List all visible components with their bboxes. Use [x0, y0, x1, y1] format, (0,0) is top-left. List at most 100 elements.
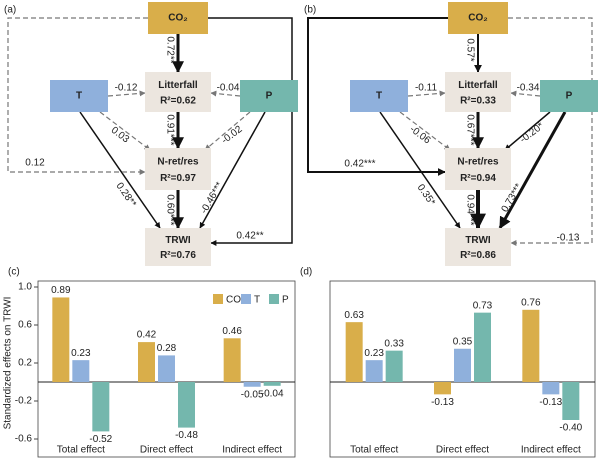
panel-tag: (b)	[304, 5, 316, 16]
bar	[223, 338, 241, 382]
path-coefficient: -0.02	[220, 124, 245, 147]
path-arrow	[307, 17, 448, 176]
value-label: -0.13	[539, 397, 562, 408]
path-diagram: (b) CO₂ Litterfall R²=0.33 T P N-ret/res R²=0.9…	[304, 2, 598, 266]
node-box	[148, 2, 208, 34]
node-label: T	[376, 91, 382, 102]
value-label: 0.46	[222, 326, 242, 337]
value-label: 0.23	[364, 348, 384, 359]
bar	[474, 312, 491, 382]
plot-frame	[329, 280, 596, 458]
value-label: 0.28	[157, 343, 177, 354]
path-arrow	[498, 111, 567, 230]
path-coefficient: -0.12	[115, 83, 138, 94]
x-tick-label: Indirect effect	[521, 445, 581, 456]
path-coefficient: 0.91***	[164, 114, 175, 145]
value-label: 0.89	[51, 285, 71, 296]
node-box	[145, 228, 211, 266]
node-label: P	[266, 91, 273, 102]
node-label: CO₂	[468, 13, 487, 24]
legend-label: T	[254, 295, 260, 306]
value-label: -0.13	[431, 397, 454, 408]
node-label: CO₂	[168, 13, 187, 24]
y-tick-label: -0.6	[15, 434, 33, 445]
path-arrow	[210, 90, 241, 97]
node-r2: R²=0.86	[460, 250, 496, 261]
node-r2: R²=0.94	[460, 173, 496, 184]
bar	[522, 309, 540, 382]
y-tick-label: 1.0	[18, 282, 32, 293]
value-label: 0.63	[344, 310, 364, 321]
x-tick-label: Direct effect	[140, 445, 193, 456]
node-label: TRWI	[165, 235, 191, 246]
value-label: -0.52	[89, 434, 112, 445]
node-box	[448, 2, 508, 34]
value-label: 0.73	[473, 300, 493, 311]
legend-swatch	[241, 294, 251, 304]
node-box	[145, 72, 211, 112]
path-arrow	[7, 17, 148, 175]
panel-tag: (d)	[300, 267, 312, 278]
bar	[562, 382, 580, 420]
value-label: -0.05	[241, 389, 264, 400]
node-label: T	[76, 91, 82, 102]
node-label: TRWI	[465, 235, 491, 246]
plot-frame	[37, 280, 296, 458]
path-arrow	[204, 111, 251, 151]
x-tick-label: Total effect	[57, 445, 105, 456]
legend-swatch	[213, 294, 223, 304]
node-label: N-ret/res	[457, 157, 499, 168]
bar	[542, 382, 560, 395]
value-label: -0.48	[175, 430, 198, 441]
value-label: 0.33	[384, 338, 404, 349]
path-arrow	[510, 90, 541, 97]
node-label: Litterfall	[158, 80, 198, 91]
path-coefficient: 0.94***	[464, 194, 475, 225]
bar	[345, 322, 363, 382]
node-box	[350, 80, 408, 112]
node-label: Litterfall	[458, 80, 498, 91]
path-arrow	[208, 17, 293, 246]
path-coefficient: 0.72**	[164, 36, 175, 63]
y-axis-label: Standardized effects on TRWI	[3, 297, 14, 430]
path-coefficient: 0.03	[109, 125, 132, 146]
node-label: P	[566, 91, 573, 102]
value-label: -0.04	[261, 388, 284, 399]
node-box	[145, 148, 211, 190]
value-label: 0.35	[453, 336, 473, 347]
bar	[454, 348, 471, 382]
bar	[92, 382, 110, 432]
y-tick-label: 0.2	[18, 358, 32, 369]
bar	[52, 297, 70, 382]
path-coefficient: -0.34	[517, 83, 540, 94]
bar	[158, 355, 175, 382]
path-coefficient: 0.12	[25, 158, 45, 169]
node-box	[50, 80, 108, 112]
bar	[138, 342, 155, 382]
path-arrow	[99, 111, 151, 151]
node-r2: R²=0.97	[160, 173, 196, 184]
node-box	[445, 72, 511, 112]
node-box	[445, 228, 511, 266]
path-arrow	[504, 111, 551, 151]
panel-tag: (a)	[4, 5, 16, 16]
x-tick-label: Total effect	[350, 445, 398, 456]
bar	[263, 382, 281, 386]
path-coefficient: -0.13	[557, 233, 580, 244]
bar	[365, 360, 383, 382]
bar	[178, 382, 195, 428]
path-arrow	[399, 111, 451, 151]
legend-swatch	[269, 294, 279, 304]
node-box	[540, 80, 598, 112]
path-coefficient: 0.67***	[464, 114, 475, 145]
path-arrow	[407, 90, 446, 97]
node-r2: R²=0.33	[460, 95, 496, 106]
bar	[434, 382, 451, 395]
x-tick-label: Direct effect	[436, 445, 489, 456]
path-coefficient: 0.42***	[344, 159, 375, 170]
value-label: -0.40	[559, 423, 582, 434]
bar	[72, 360, 90, 382]
y-tick-label: 0.6	[18, 320, 32, 331]
path-coefficient: -0.20*	[518, 121, 546, 146]
